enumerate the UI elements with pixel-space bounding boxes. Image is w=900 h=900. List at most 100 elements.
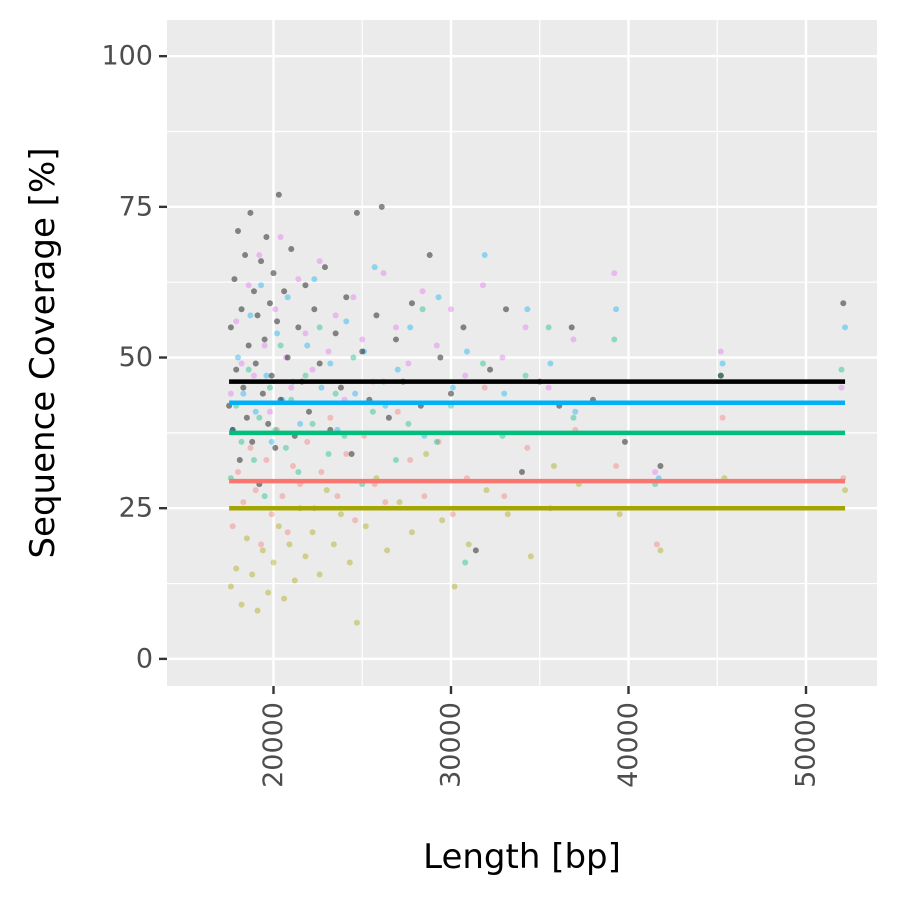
data-point — [330, 541, 337, 548]
data-point — [259, 547, 266, 554]
data-point — [842, 324, 849, 331]
data-point — [238, 306, 245, 313]
data-point — [304, 438, 311, 445]
data-point — [570, 336, 577, 343]
data-point — [261, 342, 268, 349]
mean-lines — [229, 379, 846, 511]
data-point — [316, 571, 323, 578]
data-point — [268, 372, 275, 379]
data-point — [657, 547, 664, 554]
data-point — [327, 360, 334, 367]
data-point — [613, 463, 620, 470]
data-point — [527, 553, 534, 560]
data-point — [448, 390, 454, 397]
data-point — [463, 348, 470, 355]
data-point — [277, 342, 284, 349]
data-point — [302, 372, 309, 379]
data-point — [501, 493, 508, 500]
data-point — [250, 456, 257, 463]
data-point — [247, 209, 254, 216]
data-point — [297, 420, 304, 427]
data-point — [394, 366, 401, 373]
data-point — [252, 487, 259, 494]
data-point — [263, 456, 270, 463]
data-point — [274, 330, 281, 337]
data-point — [275, 523, 282, 530]
data-point — [433, 342, 440, 349]
data-point — [274, 318, 281, 325]
data-point — [462, 559, 469, 566]
data-point — [316, 324, 323, 331]
data-point — [309, 529, 316, 536]
data-point — [284, 294, 291, 301]
data-point — [479, 282, 486, 289]
y-tick-label: 100 — [101, 41, 153, 72]
data-point — [361, 348, 368, 355]
data-point — [332, 330, 339, 337]
data-point — [288, 384, 295, 391]
x-tick-label: 30000 — [436, 702, 467, 788]
data-point — [281, 595, 288, 602]
data-point — [437, 354, 444, 361]
data-point — [250, 288, 257, 295]
x-tick-label: 20000 — [258, 702, 289, 788]
data-point — [479, 360, 486, 367]
data-point — [359, 348, 366, 355]
data-point — [247, 444, 254, 451]
data-point — [353, 619, 360, 626]
data-point — [343, 450, 350, 457]
data-point — [611, 270, 618, 277]
data-point — [570, 414, 577, 421]
data-point — [265, 420, 272, 427]
data-point — [318, 469, 325, 476]
data-point — [235, 469, 241, 476]
data-point — [265, 589, 272, 596]
data-point — [254, 607, 261, 614]
data-point — [238, 360, 245, 367]
data-point — [545, 384, 552, 391]
data-point — [295, 276, 302, 283]
data-point — [346, 559, 353, 566]
data-point — [311, 276, 318, 283]
data-point — [250, 372, 257, 379]
data-point — [258, 258, 265, 265]
data-point — [284, 354, 291, 361]
data-point — [465, 541, 472, 548]
data-point — [421, 493, 428, 500]
data-point — [462, 372, 469, 379]
data-point — [524, 306, 531, 313]
data-point — [405, 360, 412, 367]
data-point — [337, 511, 344, 518]
data-point — [343, 318, 350, 325]
data-point — [653, 541, 660, 548]
data-point — [272, 444, 279, 451]
x-axis-title: Length [bp] — [423, 837, 621, 877]
y-tick-label: 0 — [136, 643, 153, 674]
data-point — [350, 294, 357, 301]
data-point — [362, 523, 369, 530]
data-point — [392, 336, 399, 343]
data-point — [290, 463, 297, 470]
data-point — [435, 294, 442, 301]
data-point — [284, 529, 291, 536]
data-point — [282, 444, 289, 451]
data-point — [842, 487, 849, 494]
y-tick-label: 25 — [119, 493, 153, 524]
data-point — [334, 493, 341, 500]
data-point — [256, 252, 263, 259]
data-point — [316, 258, 323, 265]
data-point — [242, 252, 249, 259]
data-point — [256, 414, 263, 421]
data-point — [302, 330, 309, 337]
data-point — [240, 499, 247, 506]
data-point — [270, 270, 277, 277]
data-point — [249, 571, 256, 578]
data-point — [279, 493, 286, 500]
data-point — [291, 577, 298, 584]
data-point — [259, 390, 266, 397]
data-point — [392, 456, 399, 463]
data-point — [240, 390, 247, 397]
data-point — [235, 354, 241, 361]
